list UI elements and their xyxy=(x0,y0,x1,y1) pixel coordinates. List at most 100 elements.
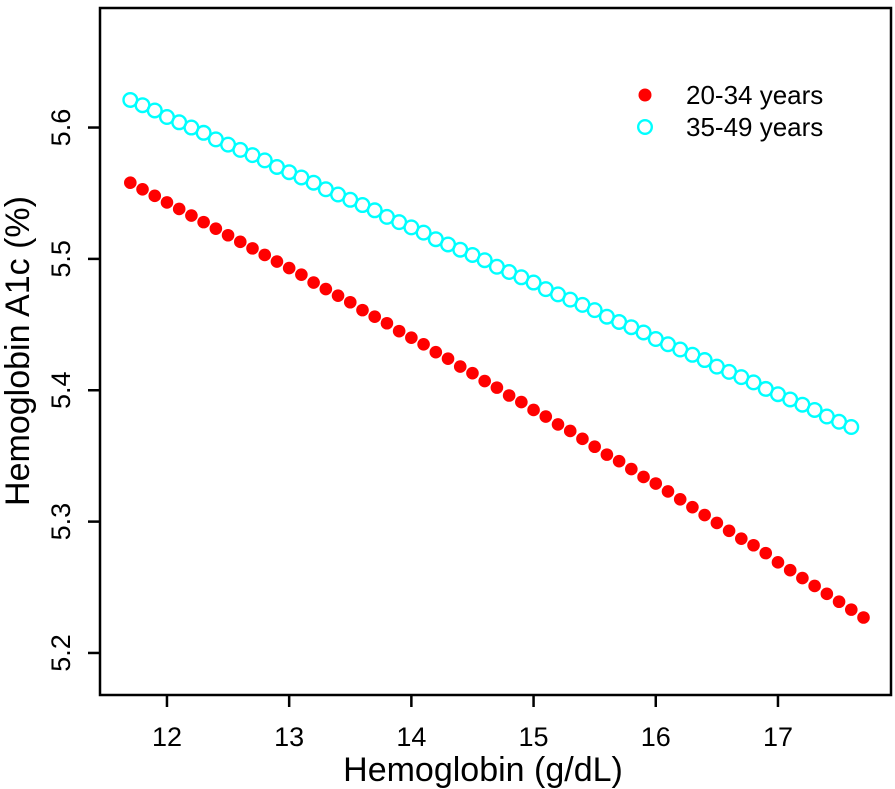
data-point xyxy=(197,215,210,229)
data-point xyxy=(661,485,675,498)
data-point xyxy=(185,209,198,222)
data-point xyxy=(759,546,773,560)
x-tick-label: 15 xyxy=(519,722,549,752)
data-point xyxy=(586,302,603,319)
data-point xyxy=(295,268,308,281)
data-point xyxy=(806,401,823,418)
data-point xyxy=(160,196,174,209)
series-35-49-years xyxy=(122,91,860,436)
y-axis-title: Hemoglobin A1c (%) xyxy=(0,196,37,506)
x-axis-title: Hemoglobin (g/dL) xyxy=(343,751,623,789)
data-point xyxy=(635,324,652,341)
y-tick-label: 5.3 xyxy=(46,503,76,541)
data-point xyxy=(466,366,479,380)
data-point xyxy=(282,261,296,275)
data-point xyxy=(405,331,418,345)
data-point xyxy=(366,202,383,219)
data-point xyxy=(783,563,797,577)
legend-filled-circle-icon xyxy=(638,88,652,102)
data-point xyxy=(600,448,614,461)
data-point xyxy=(270,255,284,268)
data-point xyxy=(686,500,699,514)
x-axis: 12 13 14 15 16 17 xyxy=(152,695,793,752)
legend: 20-34 years 35-49 years xyxy=(637,80,823,142)
data-point xyxy=(832,595,846,609)
data-point xyxy=(808,579,821,593)
x-tick-label: 17 xyxy=(763,722,793,752)
data-point xyxy=(515,395,528,409)
y-axis: 5.2 5.3 5.4 5.5 5.6 xyxy=(46,109,100,672)
y-tick-label: 5.6 xyxy=(46,109,76,147)
data-point xyxy=(233,235,247,249)
x-tick-label: 13 xyxy=(274,722,304,752)
data-point xyxy=(612,454,626,468)
data-point xyxy=(305,174,322,191)
data-point xyxy=(356,303,369,317)
data-point xyxy=(843,419,860,436)
data-point xyxy=(502,389,516,402)
data-point xyxy=(441,352,455,366)
data-point xyxy=(246,242,259,255)
data-point xyxy=(490,381,504,394)
data-point xyxy=(551,418,565,431)
data-point xyxy=(417,337,430,351)
data-point xyxy=(745,374,762,391)
data-point xyxy=(588,440,601,454)
x-tick-label: 12 xyxy=(152,722,182,752)
data-point xyxy=(771,556,785,569)
data-point xyxy=(380,316,394,330)
data-point xyxy=(857,611,870,624)
data-point xyxy=(844,603,858,616)
data-point xyxy=(148,189,162,203)
data-point xyxy=(209,222,223,235)
data-point xyxy=(696,352,713,369)
data-point xyxy=(415,224,432,241)
y-tick-label: 5.5 xyxy=(46,240,76,278)
data-point xyxy=(698,508,711,522)
data-point xyxy=(722,524,736,538)
plot-points xyxy=(122,91,870,624)
data-point xyxy=(256,152,273,169)
data-point xyxy=(576,432,589,446)
data-point xyxy=(172,202,186,216)
series-20-34-years xyxy=(124,176,870,624)
data-point xyxy=(710,516,724,530)
data-point xyxy=(221,228,235,242)
data-point xyxy=(525,274,542,291)
data-point xyxy=(649,477,663,490)
data-point xyxy=(747,538,760,552)
data-point xyxy=(673,492,687,506)
data-point xyxy=(136,182,149,196)
data-point xyxy=(124,176,137,190)
data-point xyxy=(453,360,467,373)
y-tick-label: 5.2 xyxy=(46,634,76,672)
data-point xyxy=(563,424,577,438)
plot-border xyxy=(98,6,893,697)
data-point xyxy=(637,470,650,484)
data-point xyxy=(476,252,493,269)
data-point xyxy=(258,248,272,262)
data-point xyxy=(796,571,809,585)
data-point xyxy=(331,289,345,302)
legend-label-35-49: 35-49 years xyxy=(686,112,823,142)
x-tick-label: 14 xyxy=(396,722,426,752)
legend-open-circle-icon xyxy=(637,118,654,135)
data-point xyxy=(527,403,540,417)
data-point xyxy=(146,102,163,119)
data-point xyxy=(195,124,212,141)
data-point xyxy=(625,462,638,476)
x-tick-label: 16 xyxy=(641,722,671,752)
data-point xyxy=(392,324,406,338)
data-point xyxy=(478,374,491,388)
data-point xyxy=(343,295,357,309)
data-point xyxy=(429,345,443,359)
y-tick-label: 5.4 xyxy=(46,371,76,409)
data-point xyxy=(820,587,834,601)
data-point xyxy=(735,532,748,545)
data-point xyxy=(539,410,553,423)
data-point xyxy=(319,282,333,296)
data-point xyxy=(307,276,320,289)
legend-label-20-34: 20-34 years xyxy=(686,80,823,110)
